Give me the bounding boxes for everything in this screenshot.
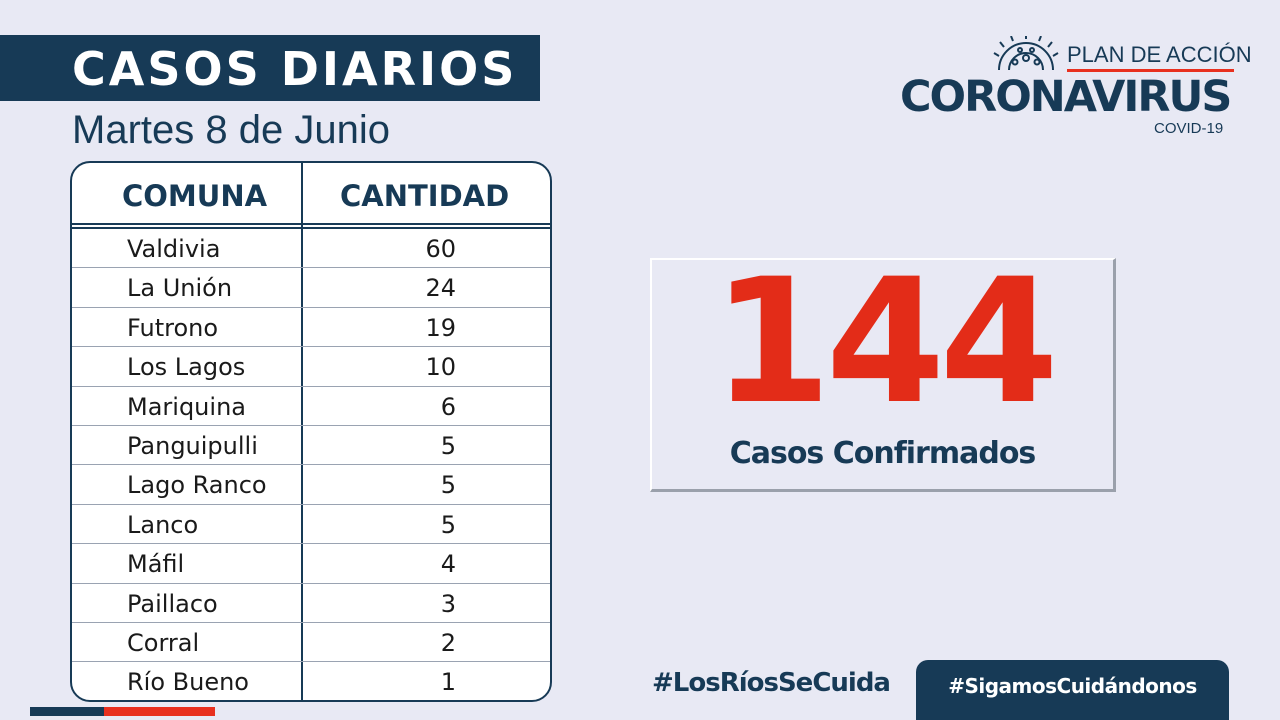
hashtag-los-rios: #LosRíosSeCuida	[652, 668, 891, 698]
logo-main-text: CORONAVIRUS	[900, 72, 1232, 122]
comuna-cell: Los Lagos	[127, 353, 246, 382]
hashtag-sigamos: #SigamosCuidándonos	[948, 674, 1197, 698]
table-row: Paillaco 3	[72, 584, 550, 623]
comuna-cell: Futrono	[127, 313, 219, 342]
comuna-cell: Valdivia	[127, 235, 221, 263]
title-banner	[0, 35, 540, 101]
header-divider	[72, 227, 550, 229]
column-header-cantidad: CANTIDAD	[340, 179, 510, 213]
cantidad-cell: 24	[425, 274, 456, 303]
decorative-bar-red	[104, 707, 215, 716]
cantidad-cell: 3	[440, 589, 456, 618]
total-cases-box: 144 Casos Confirmados	[650, 241, 1116, 492]
date-subtitle: Martes 8 de Junio	[72, 108, 390, 152]
decorative-bar-navy	[30, 707, 104, 716]
table-row: Río Bueno 1	[72, 662, 550, 700]
cantidad-cell: 1	[440, 668, 456, 697]
comuna-cell: Corral	[127, 628, 200, 657]
column-header-comuna: COMUNA	[122, 179, 268, 213]
logo-covid-text: COVID-19	[1154, 120, 1224, 137]
cantidad-cell: 60	[425, 235, 456, 263]
coronavirus-logo: PLAN DE ACCIÓN CORONAVIRUS COVID-19	[896, 30, 1252, 140]
logo-underline	[1067, 69, 1234, 72]
cantidad-cell: 19	[425, 313, 456, 342]
logo-plan-text: PLAN DE ACCIÓN	[1067, 42, 1252, 67]
table-header: COMUNA CANTIDAD	[72, 163, 550, 225]
comuna-cell: Mariquina	[127, 392, 246, 421]
table-row: Panguipulli 5	[72, 426, 550, 466]
comuna-cell: La Unión	[127, 274, 233, 303]
table-row: Máfil 4	[72, 544, 550, 584]
cantidad-cell: 5	[440, 471, 456, 500]
table-row: Valdivia 60	[72, 229, 550, 269]
cantidad-cell: 2	[440, 628, 456, 657]
cantidad-cell: 5	[440, 431, 456, 460]
cantidad-cell: 5	[440, 510, 456, 539]
comuna-cell: Panguipulli	[127, 431, 258, 460]
comuna-cell: Paillaco	[127, 589, 218, 618]
cantidad-cell: 10	[425, 353, 456, 382]
cantidad-cell: 6	[440, 392, 456, 421]
comuna-cell: Máfil	[127, 550, 185, 579]
comuna-cell: Lago Ranco	[127, 471, 267, 500]
page-title: CASOS DIARIOS	[72, 42, 518, 96]
table-row: Corral 2	[72, 623, 550, 663]
header-divider	[72, 223, 550, 225]
table-row: Lanco 5	[72, 505, 550, 545]
total-cases-number: 144	[711, 241, 1059, 442]
column-divider	[301, 163, 303, 700]
hashtag-badge: #SigamosCuidándonos	[916, 660, 1229, 720]
table-body: Valdivia 60 La Unión 24 Futrono 19 Los Lago…	[72, 229, 550, 700]
cantidad-cell: 4	[440, 550, 456, 579]
table-row: La Unión 24	[72, 268, 550, 308]
total-cases-label: Casos Confirmados	[729, 436, 1037, 471]
comuna-cell: Lanco	[127, 510, 199, 539]
comuna-cell: Río Bueno	[127, 668, 249, 697]
table-row: Futrono 19	[72, 308, 550, 348]
table-row: Lago Ranco 5	[72, 465, 550, 505]
virus-icon	[993, 36, 1059, 71]
table-row: Mariquina 6	[72, 387, 550, 426]
table-row: Los Lagos 10	[72, 347, 550, 387]
cases-table: COMUNA CANTIDAD Valdivia 60 La Unión 24 Fu…	[70, 161, 552, 702]
